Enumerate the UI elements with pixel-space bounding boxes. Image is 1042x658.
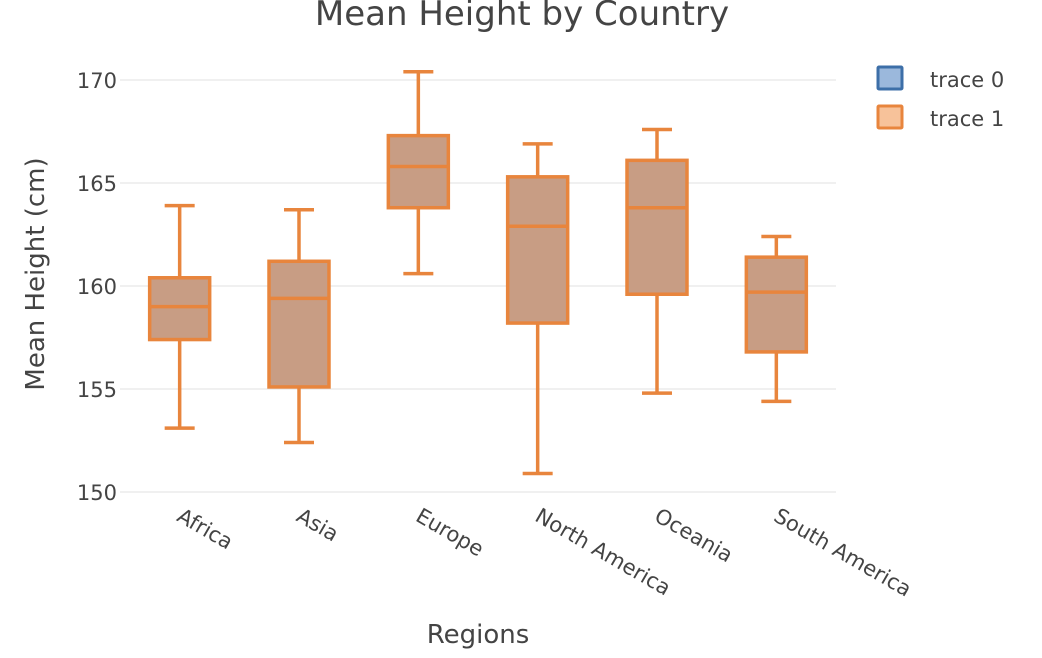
x-axis-title: Regions [427,620,530,650]
box-oceania [625,127,689,395]
y-axis-title: Mean Height (cm) [21,157,51,390]
box-body [147,276,212,342]
x-tick-label: Asia [293,504,343,547]
grid-layer [120,79,836,493]
box-body [625,158,689,296]
y-tick-label: 165 [77,172,117,196]
legend-label-trace-1: trace 1 [930,107,1004,131]
legend-swatch-trace-0 [876,65,904,91]
chart-title: Mean Height by Country [315,0,729,34]
x-tick-label: Oceania [651,504,737,568]
legend-item-trace-0[interactable]: trace 0 [876,65,1004,92]
y-tick-label: 155 [77,378,117,402]
box-asia [267,208,331,445]
x-tick-label: South America [770,504,916,602]
y-tick-label: 150 [77,481,117,505]
box-body [386,133,451,210]
x-tick-label: Europe [412,504,488,562]
box-europe [386,70,451,276]
box-north-america [505,142,570,476]
legend: trace 0 trace 1 [876,65,1004,131]
box-body [505,175,570,325]
y-tick-label: 170 [77,69,117,93]
box-south-america [744,234,809,404]
y-tick-label: 160 [77,275,117,299]
legend-item-trace-1[interactable]: trace 1 [876,104,1004,131]
legend-label-trace-0: trace 0 [930,68,1004,92]
box-africa [147,203,212,430]
box-body [267,259,331,389]
x-tick-label: Africa [173,504,237,555]
box-layer [147,70,809,476]
box-body [744,255,809,354]
legend-swatch-trace-1 [876,104,904,130]
